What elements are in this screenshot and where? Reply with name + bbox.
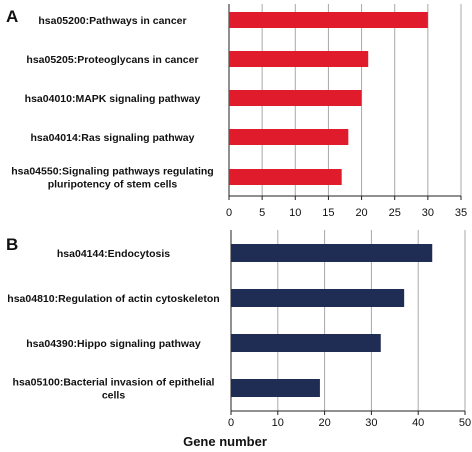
panel-a-bar bbox=[229, 129, 349, 145]
panel-a-bar bbox=[229, 51, 369, 67]
panel-b-bar bbox=[231, 379, 320, 397]
panel-a-bar bbox=[229, 12, 428, 28]
panel-b-chart: 0 10 20 30 40 50 hsa04144:Endocytosis hsa04810:… bbox=[7, 230, 471, 429]
panel-b-bar bbox=[231, 334, 381, 352]
panel-b-tick-label: 30 bbox=[365, 417, 377, 429]
panel-a-category-label: hsa04014:Ras signaling pathway bbox=[31, 132, 195, 144]
panel-b-tick-label: 10 bbox=[272, 417, 284, 429]
panel-letter-b: B bbox=[6, 235, 18, 254]
panel-a-category-label: hsa05205:Proteoglycans in cancer bbox=[26, 54, 198, 66]
panel-a-chart: 0 5 10 15 20 25 30 35 hsa05200:Pathways in cance… bbox=[11, 4, 467, 219]
panel-b-bar bbox=[231, 289, 405, 307]
panel-a-tick-label: 15 bbox=[322, 207, 334, 219]
panel-b-tick-label: 40 bbox=[412, 417, 424, 429]
panel-a-bar bbox=[229, 90, 362, 106]
panel-a-category-label: hsa05200:Pathways in cancer bbox=[38, 15, 186, 27]
panel-a-tick-label: 30 bbox=[422, 207, 434, 219]
panel-a-tick-label: 35 bbox=[455, 207, 467, 219]
x-axis-title: Gene number bbox=[183, 434, 267, 449]
panel-b-tick-label: 0 bbox=[228, 417, 234, 429]
panel-b-category-label: hsa05100:Bacterial invasion of epithelia… bbox=[13, 377, 215, 402]
panel-b-category-label: hsa04810:Regulation of actin cytoskeleto… bbox=[7, 293, 219, 305]
panel-a-category-label: hsa04550:Signaling pathways regulating pl… bbox=[11, 166, 213, 191]
panel-a-tick-label: 10 bbox=[289, 207, 301, 219]
panel-b-tick-label: 20 bbox=[318, 417, 330, 429]
panel-a-tick-label: 5 bbox=[259, 207, 265, 219]
panel-b-category-label: hsa04144:Endocytosis bbox=[57, 248, 170, 260]
panel-a-tick-label: 25 bbox=[389, 207, 401, 219]
panel-b-category-label: hsa04390:Hippo signaling pathway bbox=[26, 338, 201, 350]
panel-b-tick-label: 50 bbox=[459, 417, 471, 429]
panel-letter-a: A bbox=[6, 7, 18, 26]
panel-a-tick-label: 0 bbox=[226, 207, 232, 219]
panel-a-category-label: hsa04010:MAPK signaling pathway bbox=[25, 93, 201, 105]
panel-a-tick-label: 20 bbox=[355, 207, 367, 219]
panel-b-bar bbox=[231, 244, 433, 262]
panel-a-bar bbox=[229, 169, 342, 185]
